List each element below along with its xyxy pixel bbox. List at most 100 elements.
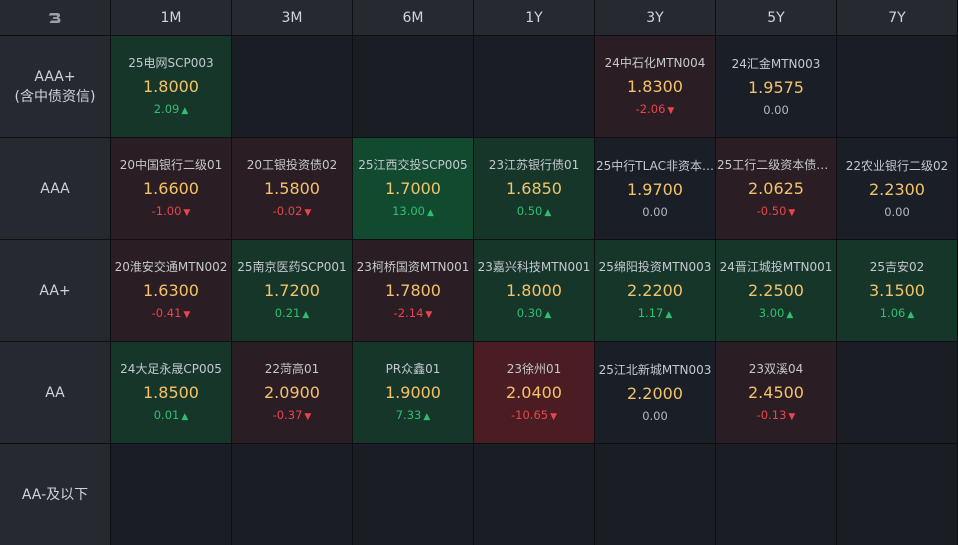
up-arrow-icon: ▲ xyxy=(544,208,552,218)
rating-header: AA+ xyxy=(0,240,110,341)
bond-cell[interactable]: 20中国银行二级01 1.6600 -1.00 ▼ xyxy=(111,138,231,239)
change-value: -2.14 xyxy=(393,306,424,320)
yield-change: 0.50 ▲ xyxy=(517,204,552,220)
bond-yield: 2.2000 xyxy=(627,384,683,403)
change-value: 0.00 xyxy=(642,409,668,423)
bond-cell[interactable]: 23双溪04 2.4500 -0.13 ▼ xyxy=(716,342,836,443)
yield-change: 7.33 ▲ xyxy=(396,408,431,424)
empty-cell xyxy=(837,342,957,443)
tenor-header[interactable]: 1M xyxy=(111,0,231,35)
change-value: 1.17 xyxy=(637,306,664,320)
bond-name: 20中国银行二级01 xyxy=(119,158,223,172)
bond-yield: 1.7200 xyxy=(264,281,320,300)
yield-change: 0.01 ▲ xyxy=(154,408,189,424)
bond-cell[interactable]: 25工行二级资本债0… 2.0625 -0.50 ▼ xyxy=(716,138,836,239)
bond-name: 24中石化MTN004 xyxy=(604,56,706,70)
bond-cell[interactable]: 25江西交投SCP005 1.7000 13.00 ▲ xyxy=(353,138,473,239)
bond-cell[interactable]: 24汇金MTN003 1.9575 0.00 xyxy=(716,36,836,137)
bond-cell[interactable]: 24中石化MTN004 1.8300 -2.06 ▼ xyxy=(595,36,715,137)
change-value: -0.50 xyxy=(756,204,787,218)
change-value: 0.00 xyxy=(884,205,910,219)
yield-change: 0.30 ▲ xyxy=(517,306,552,322)
yield-change: -1.00 ▼ xyxy=(152,204,191,220)
bond-cell[interactable]: 20淮安交通MTN002 1.6300 -0.41 ▼ xyxy=(111,240,231,341)
tenor-header[interactable]: 1Y xyxy=(474,0,594,35)
tenor-header[interactable]: 3M xyxy=(232,0,352,35)
bond-cell[interactable]: 25电网SCP003 1.8000 2.09 ▲ xyxy=(111,36,231,137)
bond-yield: 1.8000 xyxy=(506,281,562,300)
bond-cell[interactable]: 23江苏银行债01 1.6850 0.50 ▲ xyxy=(474,138,594,239)
bond-name: 25南京医药SCP001 xyxy=(237,260,347,274)
yield-change: 1.06 ▲ xyxy=(880,306,915,322)
tenor-header[interactable]: 6M xyxy=(353,0,473,35)
change-value: -2.06 xyxy=(635,102,666,116)
bond-name: 24汇金MTN003 xyxy=(731,57,821,71)
bond-name: 20工银投资债02 xyxy=(246,158,338,172)
change-value: 2.09 xyxy=(153,102,180,116)
bond-name: 23嘉兴科技MTN001 xyxy=(477,260,591,274)
bond-yield: 1.7000 xyxy=(385,179,441,198)
bond-cell[interactable]: 23徐州01 2.0400 -10.65 ▼ xyxy=(474,342,594,443)
tenor-header[interactable]: 5Y xyxy=(716,0,836,35)
bond-cell[interactable]: 24大足永晟CP005 1.8500 0.01 ▲ xyxy=(111,342,231,443)
bond-cell[interactable]: 23柯桥国资MTN001 1.7800 -2.14 ▼ xyxy=(353,240,473,341)
up-arrow-icon: ▲ xyxy=(427,208,434,218)
bond-cell[interactable]: 20工银投资债02 1.5800 -0.02 ▼ xyxy=(232,138,352,239)
bond-cell[interactable]: 25中行TLAC非资本… 1.9700 0.00 xyxy=(595,138,715,239)
corner-logo xyxy=(0,0,110,35)
bond-cell[interactable]: PR众鑫01 1.9000 7.33 ▲ xyxy=(353,342,473,443)
yield-change: -0.13 ▼ xyxy=(757,408,796,424)
change-value: 1.06 xyxy=(879,306,906,320)
bond-yield: 1.6300 xyxy=(143,281,199,300)
bond-cell[interactable]: 22菏高01 2.0900 -0.37 ▼ xyxy=(232,342,352,443)
bond-cell[interactable]: 22农业银行二级02 2.2300 0.00 xyxy=(837,138,957,239)
change-value: -1.00 xyxy=(151,204,182,218)
bond-yield: 2.4500 xyxy=(748,383,804,402)
bond-cell[interactable]: 25绵阳投资MTN003 2.2200 1.17 ▲ xyxy=(595,240,715,341)
bond-yield: 1.8300 xyxy=(627,77,683,96)
tenor-header[interactable]: 7Y xyxy=(837,0,957,35)
bond-yield: 2.2200 xyxy=(627,281,683,300)
change-value: -0.41 xyxy=(151,306,182,320)
up-arrow-icon: ▲ xyxy=(544,310,552,320)
bond-cell[interactable]: 25吉安02 3.1500 1.06 ▲ xyxy=(837,240,957,341)
bond-name: 22菏高01 xyxy=(264,362,320,376)
bond-cell[interactable]: 25江北新城MTN003 2.2000 0.00 xyxy=(595,342,715,443)
yield-change: -10.65 ▼ xyxy=(511,408,557,424)
yield-change: 1.17 ▲ xyxy=(638,306,673,322)
up-arrow-icon: ▲ xyxy=(907,310,915,320)
bond-name: 25吉安02 xyxy=(869,260,925,274)
bond-yield: 2.0900 xyxy=(264,383,320,402)
empty-cell xyxy=(111,444,231,545)
yield-change: -0.37 ▼ xyxy=(273,408,312,424)
bond-yield: 1.6850 xyxy=(506,179,562,198)
empty-cell xyxy=(474,444,594,545)
down-arrow-icon: ▼ xyxy=(667,106,675,116)
bond-yield: 1.6600 xyxy=(143,179,199,198)
bond-yield: 2.0400 xyxy=(506,383,562,402)
bond-cell[interactable]: 24晋江城投MTN001 2.2500 3.00 ▲ xyxy=(716,240,836,341)
bond-yield: 2.2500 xyxy=(748,281,804,300)
empty-cell xyxy=(837,444,957,545)
bond-yield: 2.0625 xyxy=(748,179,804,198)
empty-cell xyxy=(595,444,715,545)
bond-name: 25电网SCP003 xyxy=(128,56,214,70)
bond-yield: 3.1500 xyxy=(869,281,925,300)
change-value: 0.30 xyxy=(516,306,543,320)
brand-logo-icon xyxy=(48,12,61,23)
down-arrow-icon: ▼ xyxy=(304,412,312,422)
bond-name: 23徐州01 xyxy=(506,362,562,376)
bond-cell[interactable]: 25南京医药SCP001 1.7200 0.21 ▲ xyxy=(232,240,352,341)
yield-change: -2.06 ▼ xyxy=(636,102,675,118)
change-value: 0.01 xyxy=(153,408,180,422)
bond-name: 25江西交投SCP005 xyxy=(358,158,468,172)
bond-name: 25江北新城MTN003 xyxy=(598,363,712,377)
down-arrow-icon: ▼ xyxy=(788,208,796,218)
bond-name: 24大足永晟CP005 xyxy=(120,362,222,376)
bond-cell[interactable]: 23嘉兴科技MTN001 1.8000 0.30 ▲ xyxy=(474,240,594,341)
tenor-header[interactable]: 3Y xyxy=(595,0,715,35)
bond-yield: 1.9700 xyxy=(627,180,683,199)
bond-name: PR众鑫01 xyxy=(385,362,441,376)
bond-name: 23柯桥国资MTN001 xyxy=(356,260,470,274)
bond-name: 24晋江城投MTN001 xyxy=(719,260,833,274)
